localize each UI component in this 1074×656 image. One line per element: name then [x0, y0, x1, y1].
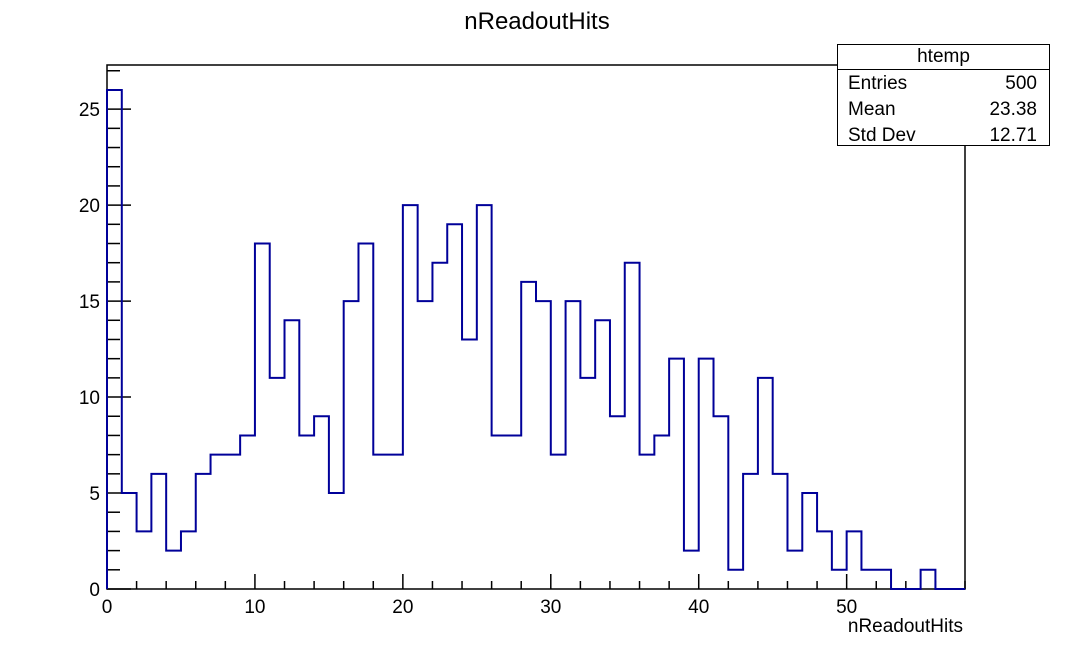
histogram-bin: [802, 493, 817, 589]
y-axis-labels: 0 5 10 15 20 25: [79, 100, 100, 601]
histogram-bin: [151, 474, 166, 589]
histogram-bin: [551, 455, 566, 589]
y-tick-label: 20: [79, 196, 100, 217]
histogram-bin: [344, 301, 359, 589]
histogram-outline: [106, 88, 965, 590]
histogram-bin: [388, 455, 403, 589]
x-tick-label: 0: [102, 597, 113, 618]
x-tick-label: 50: [836, 597, 857, 618]
stats-label: Std Dev: [848, 125, 916, 146]
stats-value: 500: [1005, 73, 1037, 94]
histogram-bin: [787, 551, 802, 589]
histogram-bin: [684, 551, 699, 589]
y-tick-label: 0: [89, 580, 100, 601]
y-tick-label: 10: [79, 388, 100, 409]
histogram-bin: [358, 244, 373, 589]
histogram-bin: [625, 263, 640, 589]
x-axis-labels: 0 10 20 30 40 50: [102, 597, 858, 618]
histogram-bin: [728, 570, 743, 589]
stats-box-title: htemp: [838, 45, 1049, 70]
histogram-bin: [181, 531, 196, 589]
x-tick-label: 30: [540, 597, 561, 618]
stats-row-entries: Entries 500: [838, 70, 1049, 96]
histogram-bin: [536, 301, 551, 589]
y-tick-label: 5: [89, 484, 100, 505]
histogram-bin: [876, 570, 891, 589]
histogram-bin: [743, 474, 758, 589]
histogram-bin: [580, 378, 595, 589]
histogram-bin: [654, 435, 669, 589]
x-tick-label: 40: [688, 597, 709, 618]
histogram-bin: [211, 455, 226, 589]
histogram-bin: [861, 570, 876, 589]
y-axis-ticks: [107, 70, 131, 590]
histogram-bin: [255, 244, 270, 589]
stats-value: 23.38: [989, 99, 1037, 120]
histogram-bin: [817, 531, 832, 589]
histogram-bin: [506, 435, 521, 589]
histogram-bin: [225, 455, 240, 589]
histogram-bin: [418, 301, 433, 589]
histogram-bin: [166, 551, 181, 589]
histogram-bin: [699, 359, 714, 589]
histogram-bin: [432, 263, 447, 589]
histogram-bin: [595, 320, 610, 589]
histogram-bin: [773, 474, 788, 589]
histogram-bin: [714, 416, 729, 589]
histogram-bin: [640, 455, 655, 589]
histogram-bin: [270, 378, 285, 589]
histogram-bin: [669, 359, 684, 589]
stats-value: 12.71: [989, 125, 1037, 146]
x-axis-ticks: [106, 574, 966, 589]
histogram-bin: [447, 224, 462, 589]
stats-row-stddev: Std Dev 12.71: [838, 122, 1049, 148]
histogram-bin: [492, 435, 507, 589]
x-axis-title: nReadoutHits: [847, 616, 963, 637]
x-tick-label: 10: [244, 597, 265, 618]
chart-title: nReadoutHits: [464, 8, 610, 35]
histogram-bin: [610, 416, 625, 589]
y-tick-label: 15: [79, 292, 100, 313]
stats-label: Mean: [848, 99, 896, 120]
x-tick-label: 20: [392, 597, 413, 618]
histogram-bin: [847, 531, 862, 589]
histogram-bin: [832, 570, 847, 589]
histogram-bin: [521, 282, 536, 589]
histogram-bin: [477, 205, 492, 589]
histogram-bin: [240, 435, 255, 589]
stats-box: htemp Entries 500 Mean 23.38 Std Dev 12.…: [837, 44, 1050, 146]
histogram-bin: [566, 301, 581, 589]
y-tick-label: 25: [79, 100, 100, 121]
histogram-bin: [403, 205, 418, 589]
histogram-bin: [137, 531, 152, 589]
histogram-bin: [122, 493, 137, 589]
histogram-bin: [314, 416, 329, 589]
histogram-bin: [462, 339, 477, 589]
histogram-bin: [196, 474, 211, 589]
histogram-bin: [299, 435, 314, 589]
histogram-bin: [373, 455, 388, 589]
stats-label: Entries: [848, 73, 908, 94]
histogram-bin: [285, 320, 300, 589]
histogram-bin: [921, 570, 936, 589]
histogram-bin: [329, 493, 344, 589]
stats-row-mean: Mean 23.38: [838, 96, 1049, 122]
histogram-bin: [758, 378, 773, 589]
